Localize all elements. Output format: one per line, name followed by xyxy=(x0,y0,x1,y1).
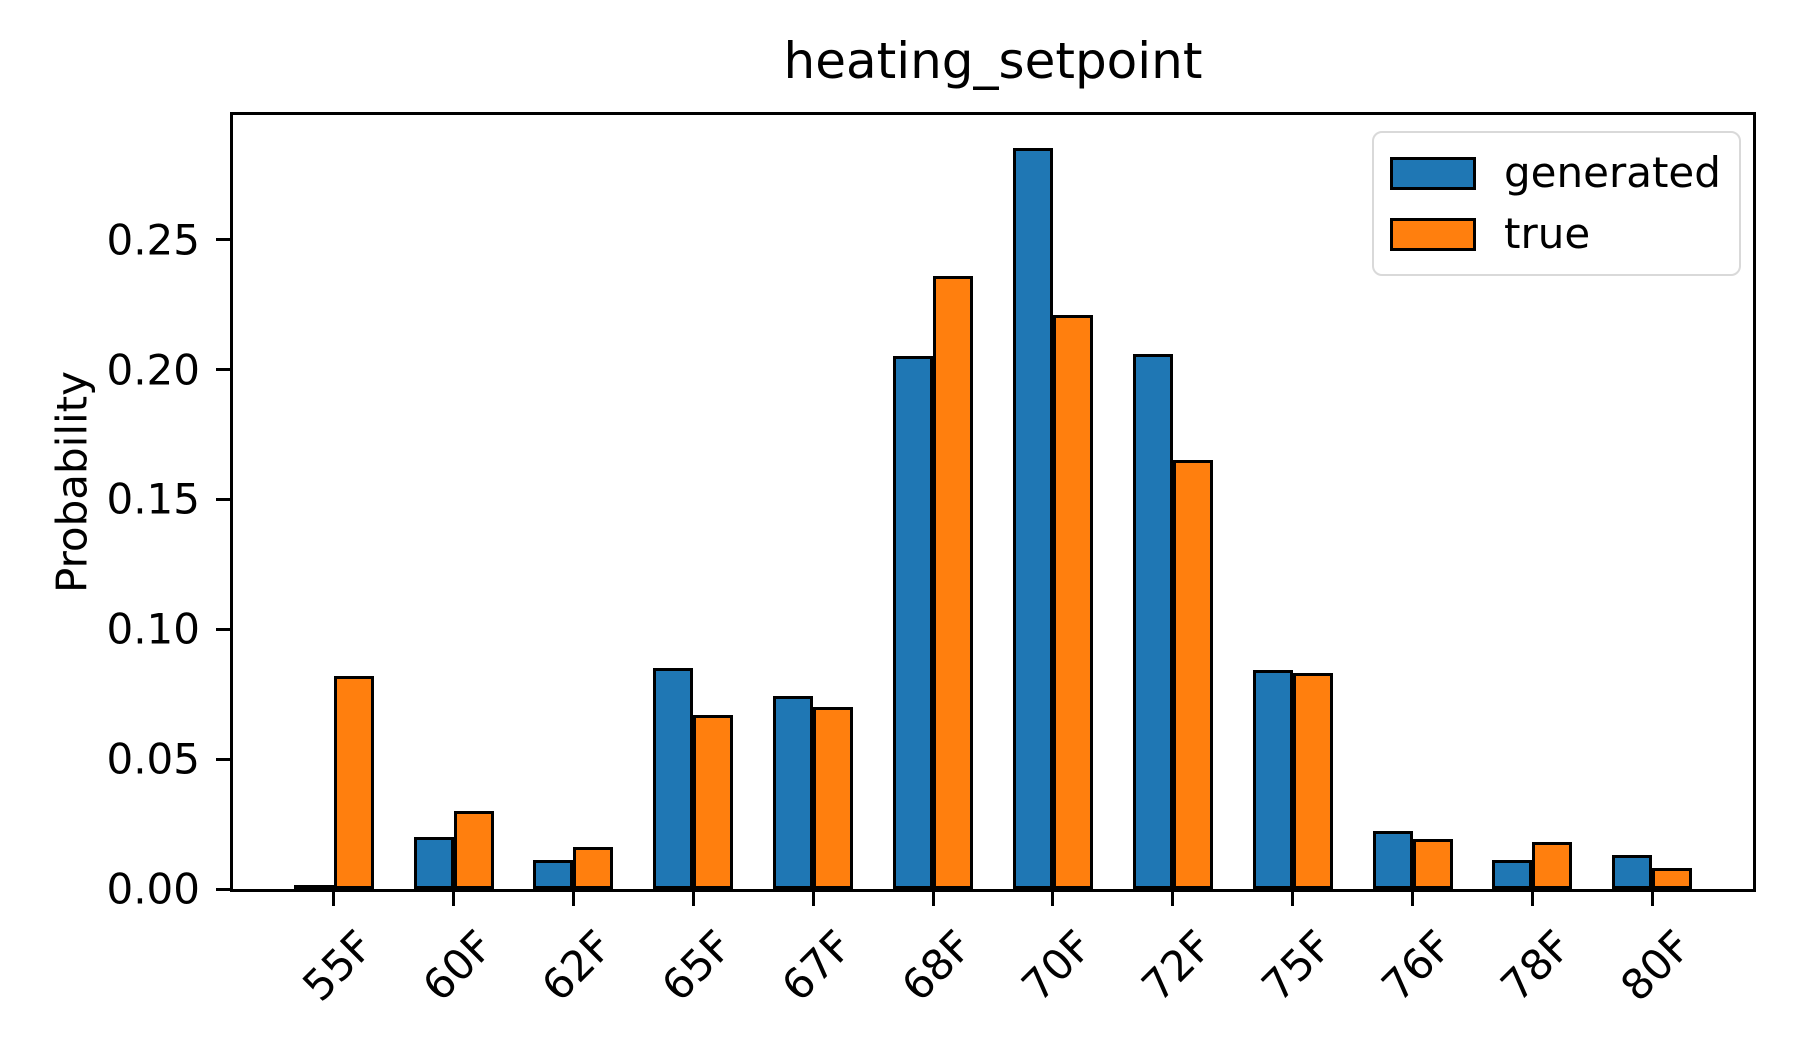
bar-true-76F xyxy=(1412,839,1453,889)
y-tick xyxy=(216,368,230,372)
x-tick xyxy=(1171,892,1175,906)
x-tick-label: 67F xyxy=(772,921,862,1011)
legend-swatch-generated xyxy=(1390,156,1476,190)
bar-generated-80F xyxy=(1612,854,1653,889)
y-tick-label: 0.20 xyxy=(106,345,200,395)
x-tick xyxy=(1051,892,1055,906)
x-tick xyxy=(332,892,336,906)
x-tick-label: 72F xyxy=(1131,921,1222,1011)
x-tick-label: 76F xyxy=(1371,921,1462,1011)
bar-true-78F xyxy=(1532,841,1573,889)
x-tick-label: 78F xyxy=(1491,921,1582,1011)
y-tick xyxy=(216,757,230,761)
bar-true-60F xyxy=(453,810,494,889)
x-tick xyxy=(1650,892,1654,906)
legend-label-generated: generated xyxy=(1504,148,1721,197)
bar-generated-55F xyxy=(293,884,334,891)
legend: generated true xyxy=(1372,131,1741,277)
bar-generated-75F xyxy=(1252,670,1293,889)
bar-generated-70F xyxy=(1012,148,1053,889)
y-tick-label: 0.00 xyxy=(106,864,200,914)
y-tick xyxy=(216,497,230,501)
bar-generated-76F xyxy=(1372,831,1413,889)
x-tick xyxy=(452,892,456,906)
bar-generated-60F xyxy=(413,836,454,889)
legend-entry-true: true xyxy=(1390,209,1721,259)
y-tick xyxy=(216,627,230,631)
legend-entry-generated: generated xyxy=(1390,148,1721,197)
x-tick xyxy=(571,892,575,906)
bar-true-65F xyxy=(693,714,734,889)
legend-swatch-true xyxy=(1390,217,1476,251)
bar-true-67F xyxy=(813,706,854,889)
bar-generated-65F xyxy=(653,667,694,889)
y-tick-label: 0.25 xyxy=(106,215,200,265)
y-tick-label: 0.10 xyxy=(106,604,200,654)
bar-generated-78F xyxy=(1492,860,1533,889)
bar-true-72F xyxy=(1172,460,1213,889)
x-tick-label: 75F xyxy=(1251,921,1342,1011)
y-tick xyxy=(216,887,230,891)
x-tick xyxy=(931,892,935,906)
bar-generated-68F xyxy=(893,356,934,889)
x-tick xyxy=(1291,892,1295,906)
x-tick xyxy=(691,892,695,906)
x-tick-label: 80F xyxy=(1611,921,1701,1011)
x-tick xyxy=(1411,892,1415,906)
bar-generated-67F xyxy=(773,696,814,889)
bar-generated-72F xyxy=(1132,353,1173,889)
y-axis-label: Probability xyxy=(47,370,97,594)
chart-title: heating_setpoint xyxy=(783,32,1203,90)
x-tick-label: 70F xyxy=(1012,921,1102,1011)
x-tick xyxy=(811,892,815,906)
legend-label-true: true xyxy=(1504,209,1591,259)
x-tick-label: 65F xyxy=(652,921,742,1011)
y-tick-label: 0.15 xyxy=(106,474,200,524)
bar-true-62F xyxy=(573,847,614,889)
bar-true-55F xyxy=(333,675,374,889)
x-tick-label: 62F xyxy=(532,921,623,1011)
x-tick-label: 68F xyxy=(892,921,982,1011)
x-tick-label: 60F xyxy=(412,921,503,1011)
bar-true-75F xyxy=(1292,673,1333,889)
x-tick xyxy=(1530,892,1534,906)
x-tick-label: 55F xyxy=(292,921,383,1011)
bar-generated-62F xyxy=(533,860,574,889)
bar-true-68F xyxy=(933,275,974,889)
bar-true-70F xyxy=(1052,314,1093,889)
y-tick-label: 0.05 xyxy=(106,734,200,784)
y-tick xyxy=(216,238,230,242)
bar-true-80F xyxy=(1652,867,1693,889)
